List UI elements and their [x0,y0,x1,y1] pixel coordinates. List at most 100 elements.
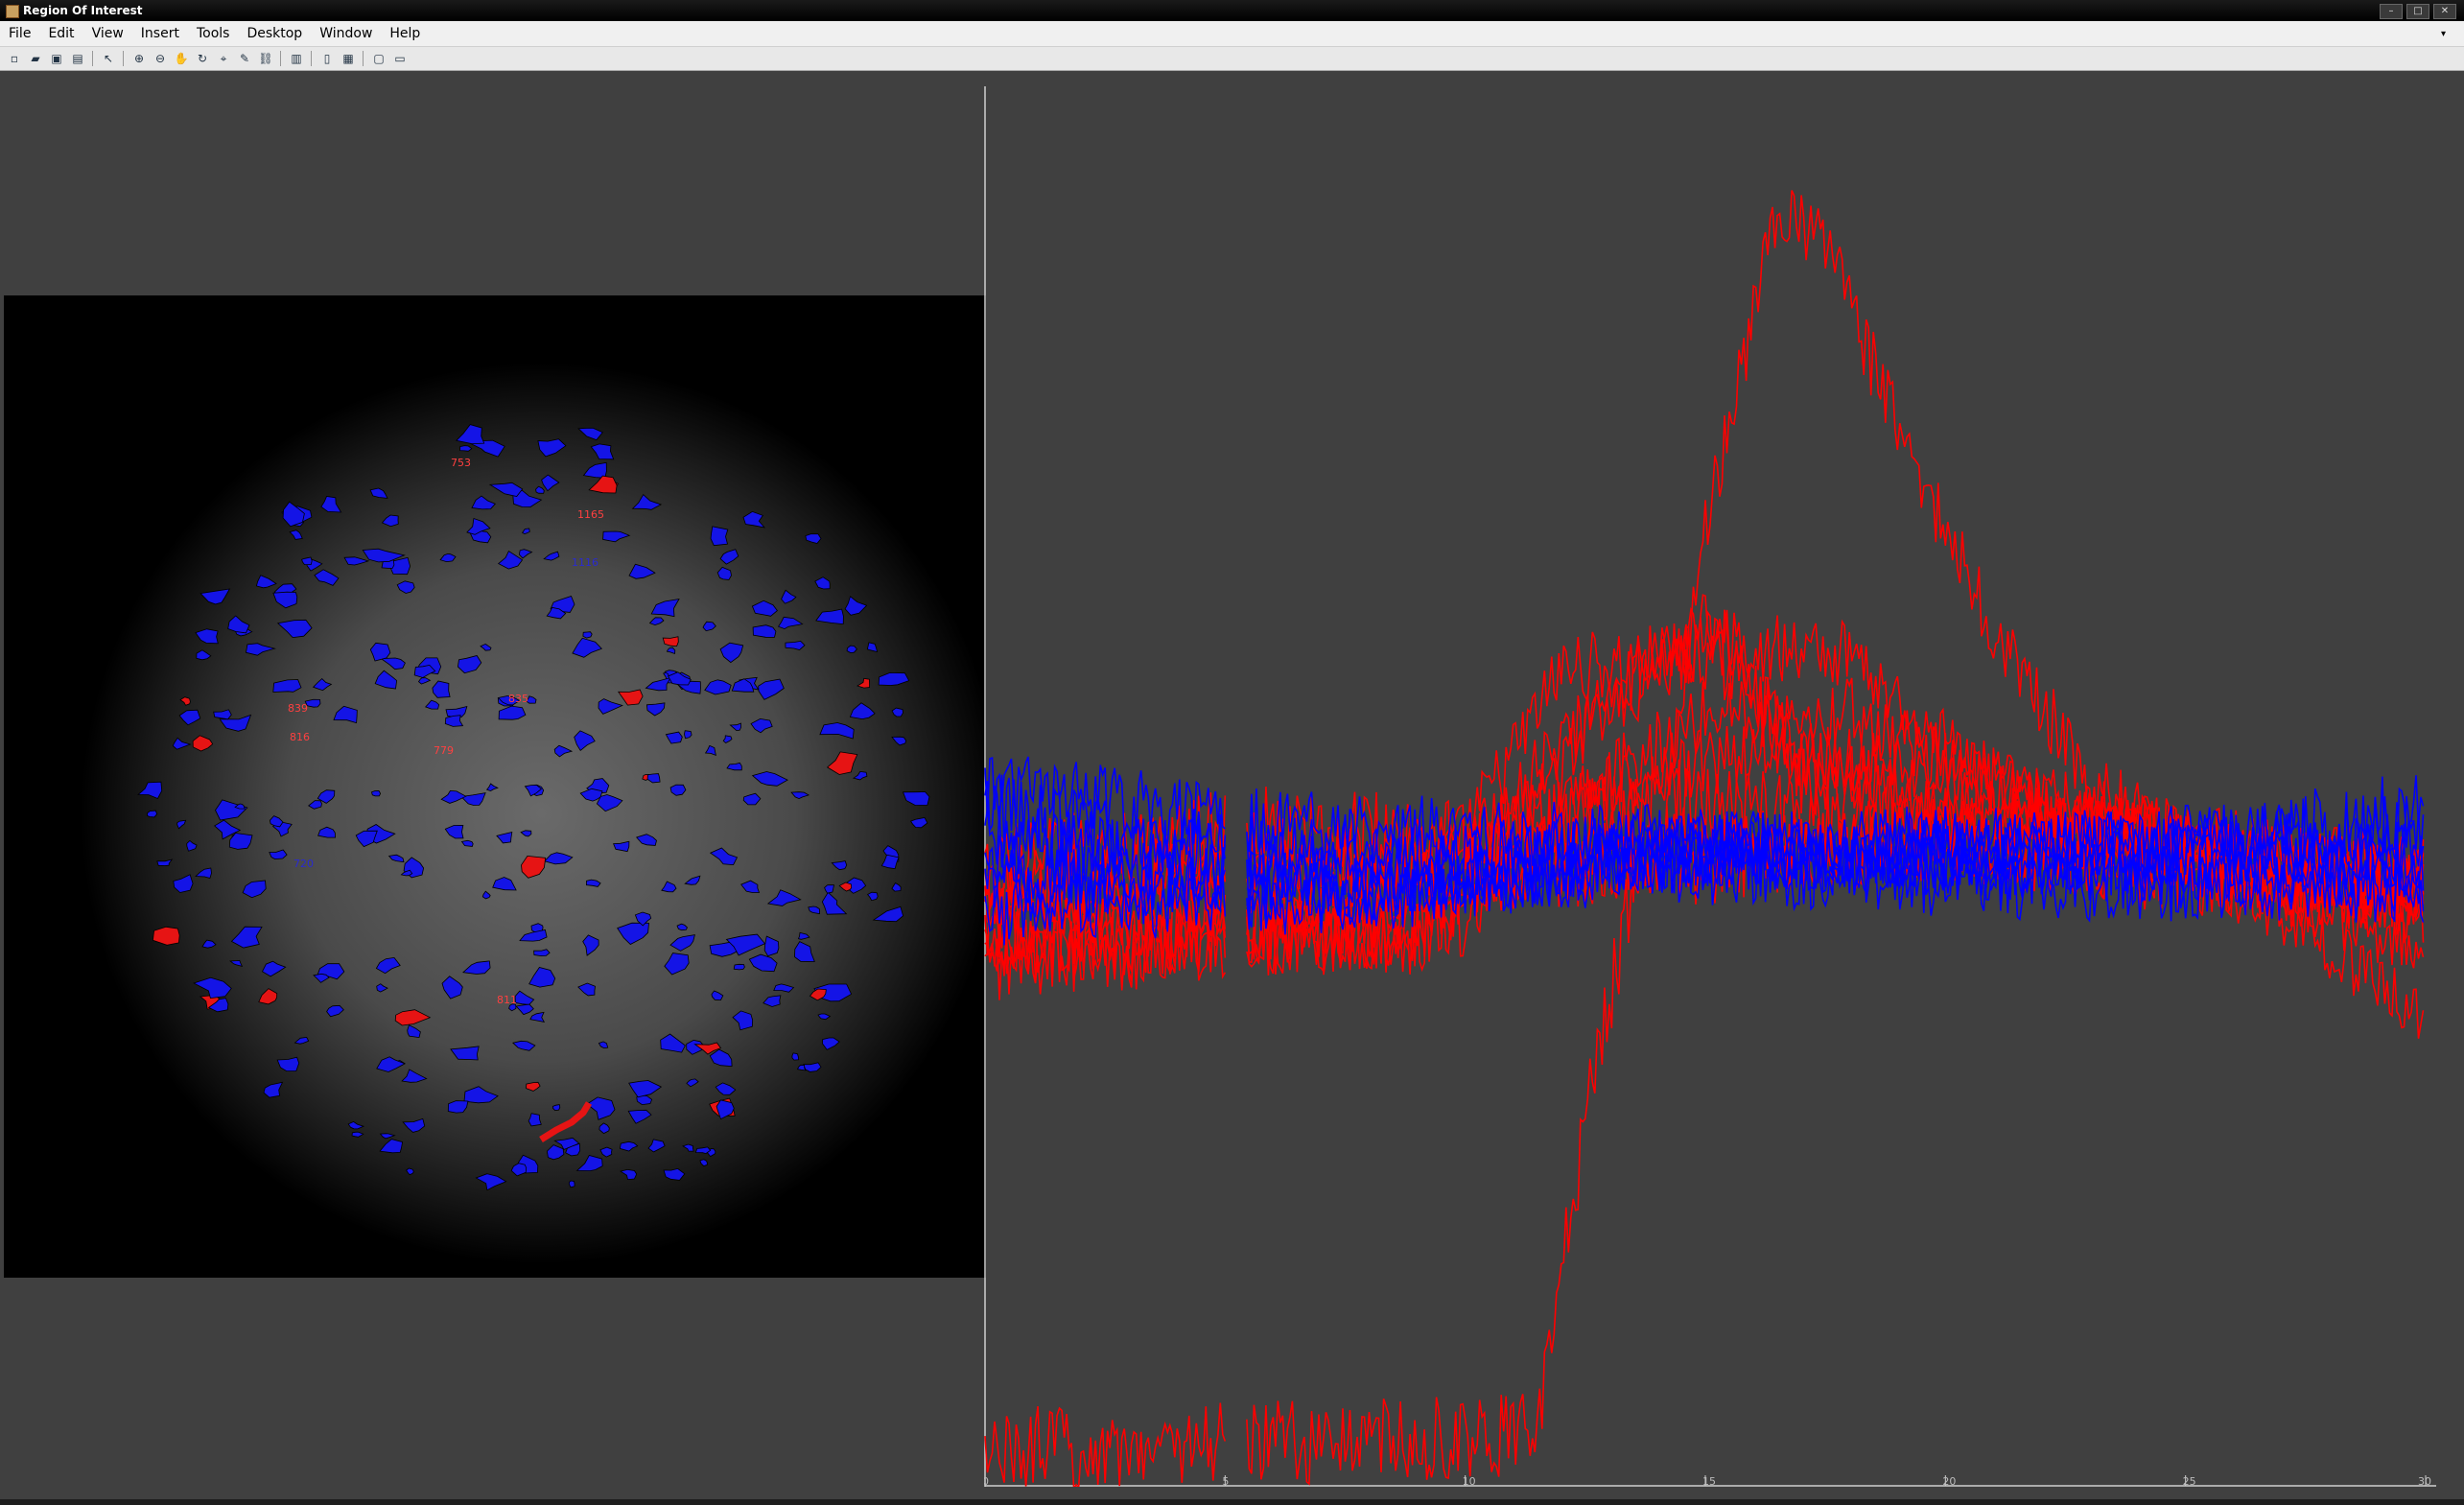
menu-edit[interactable]: Edit [48,26,75,41]
roi-unselected[interactable] [711,990,724,1001]
roi-unselected[interactable] [147,810,158,818]
roi-unselected[interactable] [508,1003,517,1012]
roi-unselected[interactable] [242,880,267,899]
roi-unselected[interactable] [645,702,666,717]
roi-unselected[interactable] [575,1155,603,1172]
roi-unselected[interactable] [831,860,848,871]
roi-selected[interactable] [179,696,191,706]
roi-unselected[interactable] [355,830,378,848]
roi-unselected[interactable] [518,549,533,559]
roi-unselected[interactable] [282,501,305,528]
roi-unselected[interactable] [819,722,855,740]
roi-unselected[interactable] [748,953,778,973]
roi-unselected[interactable] [301,556,313,566]
roi-unselected[interactable] [207,998,229,1013]
roi-unselected[interactable] [577,427,603,441]
roi-unselected[interactable] [465,439,505,458]
roi-unselected[interactable] [369,642,391,662]
roi-unselected[interactable] [381,514,399,528]
roi-unselected[interactable] [261,960,287,977]
roi-unselected[interactable] [648,617,665,626]
roi-unselected[interactable] [585,879,601,887]
roi-selected[interactable] [152,926,180,946]
roi-unselected[interactable] [732,1010,754,1031]
roi-unselected[interactable] [312,678,333,692]
roi-unselected[interactable] [866,891,879,902]
roi-unselected[interactable] [485,783,499,792]
roi-unselected[interactable] [586,1096,616,1120]
roi-unselected[interactable] [733,963,745,971]
roi-unselected[interactable] [716,1099,735,1120]
roi-unselected[interactable] [402,1117,426,1133]
roi-unselected[interactable] [376,1056,407,1072]
roi-unselected[interactable] [376,983,388,993]
roi-unselected[interactable] [533,949,551,957]
print-icon[interactable]: ▤ [72,52,83,65]
roi-unselected[interactable] [227,615,250,634]
roi-unselected[interactable] [529,1011,546,1023]
roi-unselected[interactable] [272,591,298,609]
roi-unselected[interactable] [902,791,930,807]
roi-unselected[interactable] [460,792,486,806]
roi-selected[interactable] [838,882,853,892]
roi-unselected[interactable] [228,833,253,850]
roi-unselected[interactable] [528,967,556,988]
roi-unselected[interactable] [758,678,785,700]
roi-unselected[interactable] [590,443,615,460]
roi-unselected[interactable] [413,664,436,678]
open-file-icon[interactable]: ▰ [31,52,40,65]
pointer-icon[interactable]: ↖ [103,52,114,65]
roi-unselected[interactable] [666,647,676,655]
roi-unselected[interactable] [519,929,548,942]
roi-unselected[interactable] [333,705,358,724]
roi-unselected[interactable] [664,952,690,976]
roi-unselected[interactable] [492,877,517,891]
roi-unselected[interactable] [269,849,288,860]
roi-unselected[interactable] [722,735,733,743]
roi-unselected[interactable] [379,1139,404,1154]
roi-unselected[interactable] [432,680,451,698]
roi-unselected[interactable] [773,983,795,993]
roi-unselected[interactable] [371,789,382,797]
roi-unselected[interactable] [374,670,398,690]
roi-unselected[interactable] [891,707,903,717]
roi-unselected[interactable] [716,566,732,580]
roi-unselected[interactable] [456,424,485,445]
roi-unselected[interactable] [598,1122,610,1135]
roi-unselected[interactable] [582,934,599,956]
roi-unselected[interactable] [619,1168,638,1181]
roi-unselected[interactable] [488,482,524,497]
roi-unselected[interactable] [535,485,545,494]
menubar-dock-arrow-icon[interactable]: ▾ [2440,28,2446,39]
roi-unselected[interactable] [574,730,596,751]
roi-unselected[interactable] [219,714,252,732]
roi-unselected[interactable] [276,1056,300,1071]
roi-unselected[interactable] [137,781,163,800]
roi-unselected[interactable] [480,643,492,651]
data-cursor-icon[interactable]: ⌖ [220,52,227,65]
roi-unselected[interactable] [526,695,537,704]
zoom-in-icon[interactable]: ⊕ [133,52,145,65]
roi-unselected[interactable] [380,657,406,670]
roi-selected[interactable] [526,1081,541,1092]
roi-unselected[interactable] [255,575,277,589]
roi-unselected[interactable] [186,839,198,852]
roi-unselected[interactable] [317,826,337,838]
menu-desktop[interactable]: Desktop [246,26,303,41]
legend-icon[interactable]: ▯ [323,52,331,65]
roi-unselected[interactable] [307,800,322,810]
roi-unselected[interactable] [551,1104,561,1112]
roi-unselected[interactable] [522,528,530,535]
roi-unselected[interactable] [511,1040,536,1051]
roi-unselected[interactable] [909,817,928,829]
roi-image-axes[interactable]: 753 1165 1116 835 839 816 779 720 811 [4,295,986,1278]
show-plot-tools-icon[interactable]: ▭ [394,52,406,65]
roi-unselected[interactable] [439,553,457,563]
roi-unselected[interactable] [751,771,788,787]
roi-unselected[interactable] [156,858,174,866]
roi-unselected[interactable] [729,722,741,732]
roi-unselected[interactable] [460,839,474,847]
menu-tools[interactable]: Tools [196,26,230,41]
roi-unselected[interactable] [740,880,761,893]
roi-unselected[interactable] [417,677,432,685]
